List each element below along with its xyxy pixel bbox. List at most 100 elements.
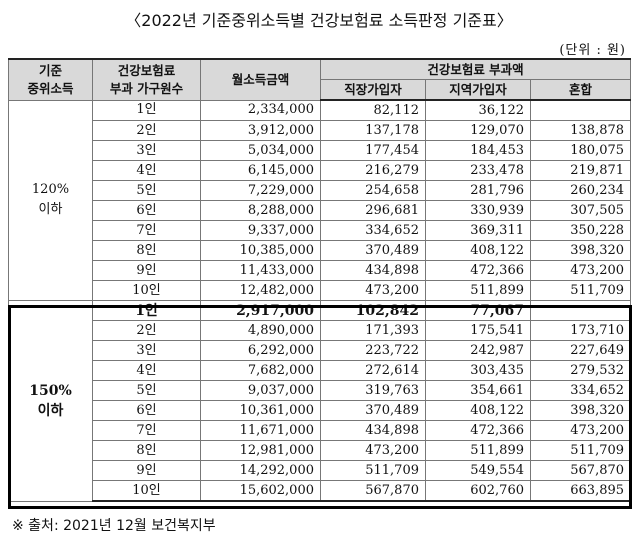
table-row: 2인 3,912,000 137,178 129,070 138,878 (9, 120, 632, 141)
employee-cell: 272,614 (320, 360, 426, 381)
mixed-cell: 511,709 (529, 280, 632, 301)
table-row: 4인 7,682,000 272,614 303,435 279,532 (9, 360, 632, 381)
regional-cell: 184,453 (425, 140, 531, 161)
mixed-cell: 663,895 (529, 480, 632, 502)
header-premium: 건강보험료 부과액 (319, 58, 632, 80)
header-mixed: 혼합 (529, 79, 632, 101)
regional-cell: 233,478 (425, 160, 531, 181)
income-cell: 7,682,000 (200, 360, 321, 381)
household-cell: 9인 (92, 460, 201, 481)
table-row: 5인 7,229,000 254,658 281,796 260,234 (9, 180, 632, 201)
table-row: 4인 6,145,000 216,279 233,478 219,871 (9, 160, 632, 181)
income-cell: 2,334,000 (200, 99, 321, 121)
mixed-cell: 180,075 (529, 140, 632, 161)
income-cell: 12,981,000 (200, 440, 321, 461)
household-cell: 4인 (92, 160, 201, 181)
income-cell: 5,034,000 (200, 140, 321, 161)
table-row: 2인 4,890,000 171,393 175,541 173,710 (9, 320, 632, 341)
employee-cell: 434,898 (320, 420, 426, 441)
income-cell: 7,229,000 (200, 180, 321, 201)
household-cell: 2인 (92, 320, 201, 341)
header-employee: 직장가입자 (320, 79, 426, 101)
mixed-cell: 227,649 (529, 340, 632, 361)
mixed-cell: 473,200 (529, 260, 632, 281)
income-cell: 4,890,000 (200, 320, 321, 341)
table-row: 10인 15,602,000 567,870 602,760 663,895 (9, 480, 632, 502)
source-note: ※ 출처: 2021년 12월 보건복지부 (12, 518, 216, 534)
regional-cell: 281,796 (425, 180, 531, 201)
mixed-cell: 398,320 (529, 400, 632, 421)
mixed-cell: 567,870 (529, 460, 632, 481)
mixed-cell: 334,652 (529, 380, 632, 401)
income-cell: 2,917,000 (200, 300, 321, 321)
table-row: 10인 12,482,000 473,200 511,899 511,709 (9, 280, 632, 301)
employee-cell: 177,454 (320, 140, 426, 161)
employee-cell: 223,722 (320, 340, 426, 361)
mixed-cell: 138,878 (529, 120, 632, 141)
employee-cell: 171,393 (320, 320, 426, 341)
household-cell: 6인 (92, 200, 201, 221)
table-row: 3인 5,034,000 177,454 184,453 180,075 (9, 140, 632, 161)
mixed-cell: 398,320 (529, 240, 632, 261)
household-cell: 5인 (92, 380, 201, 401)
median-group-label: 150% 이하 (8, 300, 93, 502)
household-cell: 9인 (92, 260, 201, 281)
regional-cell: 354,661 (425, 380, 531, 401)
table-row: 9인 11,433,000 434,898 472,366 473,200 (9, 260, 632, 281)
income-cell: 10,385,000 (200, 240, 321, 261)
mixed-cell: 219,871 (529, 160, 632, 181)
household-cell: 10인 (92, 480, 201, 502)
household-cell: 7인 (92, 220, 201, 241)
table-row: 7인 11,671,000 434,898 472,366 473,200 (9, 420, 632, 441)
regional-cell: 408,122 (425, 400, 531, 421)
income-cell: 3,912,000 (200, 120, 321, 141)
mixed-cell: 279,532 (529, 360, 632, 381)
employee-cell: 296,681 (320, 200, 426, 221)
household-cell: 8인 (92, 240, 201, 261)
header-household: 건강보험료 부과 가구원수 (92, 58, 201, 101)
unit-label: (단위 : 원) (559, 43, 626, 58)
household-cell: 8인 (92, 440, 201, 461)
employee-cell: 334,652 (320, 220, 426, 241)
mixed-cell: 307,505 (529, 200, 632, 221)
mixed-cell: 173,710 (529, 320, 632, 341)
household-cell: 7인 (92, 420, 201, 441)
household-cell: 5인 (92, 180, 201, 201)
income-cell: 11,433,000 (200, 260, 321, 281)
mixed-cell: 350,228 (529, 220, 632, 241)
employee-cell: 137,178 (320, 120, 426, 141)
median-group-label: 120% 이하 (8, 99, 93, 301)
household-cell: 3인 (92, 340, 201, 361)
regional-cell: 511,899 (425, 280, 531, 301)
income-cell: 8,288,000 (200, 200, 321, 221)
household-cell: 6인 (92, 400, 201, 421)
household-cell: 1인 (92, 99, 201, 121)
table-row: 8인 12,981,000 473,200 511,899 511,709 (9, 440, 632, 461)
table-row: 120% 이하 1인 2,334,000 82,112 36,122 (8, 99, 632, 301)
income-cell: 11,671,000 (200, 420, 321, 441)
table-row: 8인 10,385,000 370,489 408,122 398,320 (9, 240, 632, 261)
regional-cell: 511,899 (425, 440, 531, 461)
mixed-cell: 260,234 (529, 180, 632, 201)
income-cell: 10,361,000 (200, 400, 321, 421)
income-cell: 6,292,000 (200, 340, 321, 361)
mixed-cell (529, 300, 632, 321)
employee-cell: 102,842 (320, 300, 426, 321)
table-row: 7인 9,337,000 334,652 369,311 350,228 (9, 220, 632, 241)
regional-cell: 330,939 (425, 200, 531, 221)
income-cell: 12,482,000 (200, 280, 321, 301)
regional-cell: 77,067 (425, 300, 531, 321)
employee-cell: 473,200 (320, 440, 426, 461)
regional-cell: 549,554 (425, 460, 531, 481)
regional-cell: 369,311 (425, 220, 531, 241)
employee-cell: 319,763 (320, 380, 426, 401)
page-title: 〈2022년 기준중위소득별 건강보험료 소득판정 기준표〉 (125, 11, 513, 30)
header-income: 월소득금액 (200, 58, 321, 101)
header-median: 기준 중위소득 (8, 58, 93, 101)
employee-cell: 511,709 (320, 460, 426, 481)
regional-cell: 303,435 (425, 360, 531, 381)
employee-cell: 254,658 (320, 180, 426, 201)
table-row: 9인 14,292,000 511,709 549,554 567,870 (9, 460, 632, 481)
table-row: 150% 이하 1인 2,917,000 102,842 77,067 (8, 300, 632, 502)
income-cell: 6,145,000 (200, 160, 321, 181)
